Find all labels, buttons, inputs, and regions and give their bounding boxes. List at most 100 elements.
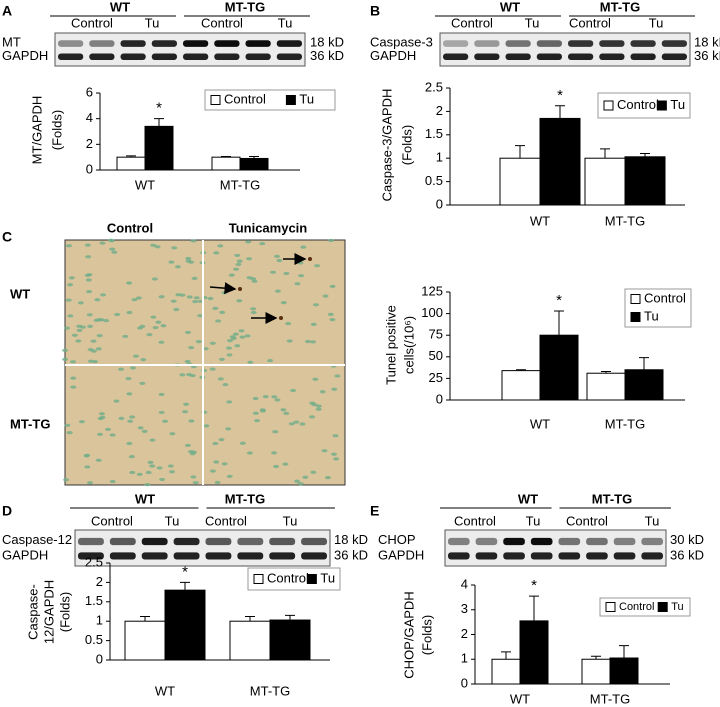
- nucleus: [334, 374, 341, 378]
- band: [599, 53, 625, 61]
- size-label: 18 kD: [334, 532, 368, 547]
- lane-label: Control: [569, 15, 611, 30]
- legend-label: Control: [617, 97, 659, 112]
- nucleus: [222, 383, 229, 387]
- y-tick-label: 2: [436, 103, 443, 118]
- nucleus: [71, 333, 78, 337]
- lane-label: Tu: [525, 15, 540, 30]
- nucleus: [192, 481, 199, 485]
- nucleus: [259, 408, 266, 412]
- bar: [581, 658, 611, 685]
- column-label: Control: [107, 220, 153, 235]
- y-tick-label: 125: [421, 283, 443, 298]
- band: [151, 53, 177, 61]
- nucleus: [70, 385, 77, 389]
- band: [475, 552, 498, 560]
- nucleus: [135, 296, 142, 300]
- lane-label: Tu: [278, 15, 293, 30]
- nucleus: [324, 476, 331, 480]
- band: [109, 552, 136, 560]
- nucleus: [212, 306, 219, 310]
- y-tick-label: 2: [96, 574, 103, 589]
- band: [301, 537, 327, 546]
- error-bar: [601, 370, 611, 374]
- nucleus: [226, 353, 233, 357]
- y-tick-label: 2.5: [85, 554, 103, 569]
- band: [269, 552, 296, 560]
- nucleus: [217, 244, 224, 248]
- band: [443, 53, 469, 61]
- band: [276, 53, 302, 61]
- x-tick-label: WT: [530, 416, 550, 431]
- panel-letter: D: [2, 503, 12, 519]
- bar: [211, 156, 241, 171]
- y-tick-label: 1.5: [425, 126, 443, 141]
- nucleus: [184, 443, 191, 448]
- nucleus: [285, 321, 292, 326]
- nucleus: [239, 335, 246, 339]
- x-tick-label: WT: [510, 691, 530, 706]
- row-label: GAPDH: [370, 48, 416, 63]
- error-bar: [515, 145, 525, 159]
- y-tick-label: 50: [429, 348, 443, 363]
- nucleus: [149, 464, 156, 468]
- y-axis-label: MT/GAPDH: [29, 96, 44, 165]
- nucleus: [146, 333, 153, 337]
- error-bar: [639, 357, 649, 370]
- nucleus: [327, 238, 334, 243]
- legend-box: [247, 567, 341, 591]
- band: [58, 40, 84, 47]
- nucleus: [63, 478, 70, 482]
- lane-label: Control: [205, 513, 247, 528]
- size-label: 18 kD: [694, 34, 720, 49]
- nucleus: [297, 261, 304, 265]
- nucleus: [141, 429, 148, 434]
- legend-label: Tu: [671, 601, 683, 613]
- nucleus: [250, 310, 257, 315]
- band: [613, 537, 636, 546]
- y-tick-label: 0.5: [85, 632, 103, 647]
- x-tick-label: MT-TG: [605, 213, 645, 228]
- nucleus: [283, 271, 290, 276]
- y-tick-label: 2: [86, 136, 93, 151]
- nucleus: [136, 472, 143, 476]
- nucleus: [147, 460, 154, 464]
- x-tick-label: MT-TG: [220, 177, 260, 192]
- legend-box: [204, 89, 336, 111]
- bar: [229, 620, 271, 661]
- bar: [491, 658, 521, 685]
- band: [276, 40, 302, 47]
- nucleus: [213, 460, 220, 464]
- nucleus: [171, 246, 178, 250]
- nucleus: [193, 296, 200, 300]
- y-axis-label: (Folds): [419, 615, 434, 655]
- band: [173, 537, 200, 546]
- size-label: 30 kD: [670, 532, 704, 547]
- nucleus: [87, 481, 94, 485]
- lane-label: Tu: [526, 513, 541, 528]
- nucleus: [327, 312, 334, 316]
- nucleus: [218, 357, 225, 361]
- nucleus: [201, 368, 208, 373]
- nucleus: [144, 483, 151, 487]
- nucleus: [322, 294, 329, 298]
- group-label: MT-TG: [225, 0, 265, 14]
- bar: [144, 125, 174, 171]
- bar: [269, 619, 311, 661]
- y-tick-label: 0: [86, 161, 93, 176]
- x-tick-label: WT: [155, 683, 175, 698]
- nucleus: [99, 241, 106, 245]
- y-axis-label: (Folds): [57, 592, 72, 632]
- nucleus: [274, 398, 281, 402]
- nucleus: [159, 477, 166, 482]
- nucleus: [77, 301, 84, 305]
- legend-label: Tu: [299, 91, 314, 106]
- band: [558, 537, 581, 546]
- band: [586, 537, 608, 546]
- band: [503, 552, 525, 560]
- error-bar: [591, 655, 601, 660]
- x-tick-label: WT: [135, 177, 155, 192]
- nucleus: [162, 419, 169, 423]
- bar: [539, 117, 581, 206]
